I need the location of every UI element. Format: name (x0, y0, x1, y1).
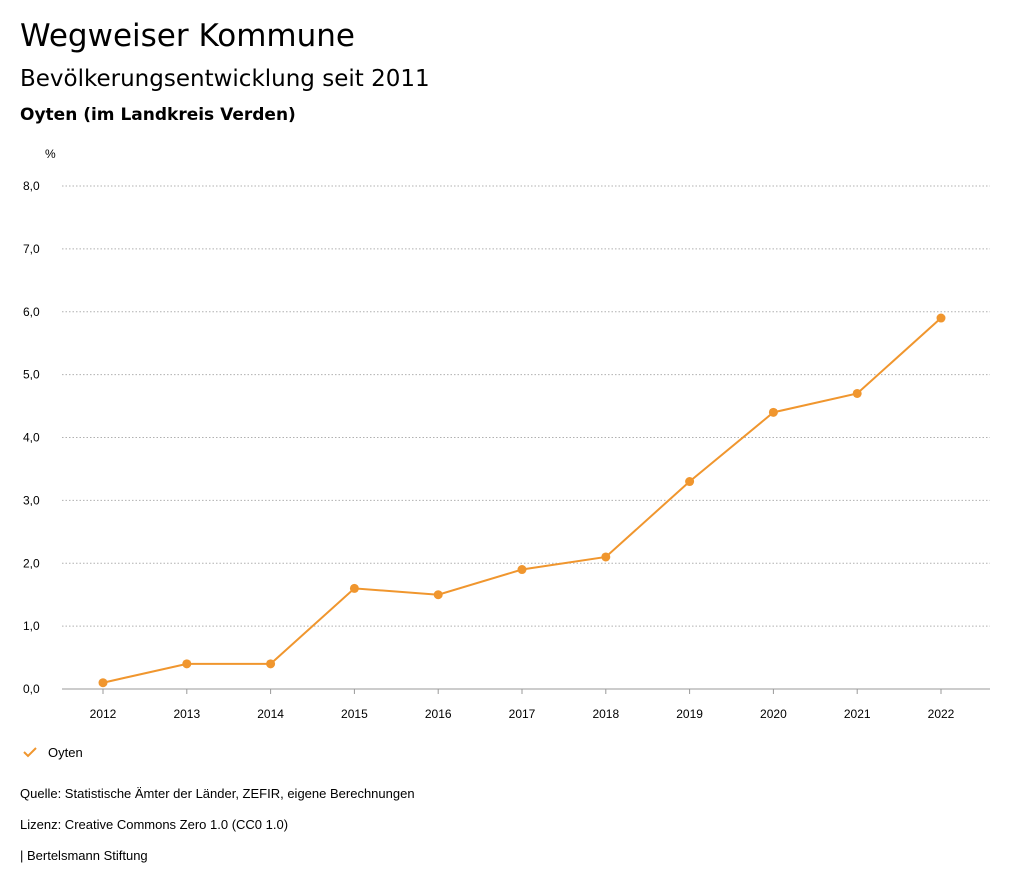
data-point (433, 590, 443, 600)
checkmark-icon (23, 747, 37, 758)
chart-title: Wegweiser Kommune (20, 18, 355, 54)
data-point (98, 678, 108, 688)
data-point (266, 659, 276, 669)
x-tick-label: 2020 (760, 707, 787, 721)
y-tick-label: 1,0 (23, 619, 40, 633)
organization-text: | Bertelsmann Stiftung (20, 848, 148, 863)
line-chart: % 0,0 1,0 2,0 3,0 4,0 5,0 6,0 7,0 8,0 2012 2013 2014… (23, 147, 990, 721)
x-tick-label: 2017 (509, 707, 536, 721)
data-point (601, 552, 611, 562)
x-tick-label: 2016 (425, 707, 452, 721)
y-axis-unit-label: % (45, 147, 56, 161)
y-tick-label: 5,0 (23, 368, 40, 382)
source-text: Quelle: Statistische Ämter der Länder, Z… (20, 786, 415, 801)
data-point (517, 565, 527, 575)
data-point (685, 477, 695, 487)
y-tick-label: 8,0 (23, 179, 40, 193)
data-point (768, 407, 778, 417)
x-tick-label: 2013 (173, 707, 200, 721)
y-tick-label: 2,0 (23, 556, 40, 570)
y-tick-label: 0,0 (23, 682, 40, 696)
x-tick-label: 2012 (90, 707, 117, 721)
license-text: Lizenz: Creative Commons Zero 1.0 (CC0 1… (20, 817, 289, 832)
x-tick-label: 2018 (592, 707, 619, 721)
legend[interactable]: Oyten (22, 744, 83, 760)
data-point (852, 388, 862, 398)
x-tick-label: 2022 (928, 707, 955, 721)
x-tick-label: 2014 (257, 707, 284, 721)
x-tick-label: 2021 (844, 707, 871, 721)
data-point (182, 659, 192, 669)
data-point (936, 313, 946, 323)
x-tick-label: 2019 (676, 707, 703, 721)
y-tick-label: 7,0 (23, 242, 40, 256)
x-tick-label: 2015 (341, 707, 368, 721)
y-tick-label: 4,0 (23, 431, 40, 445)
y-tick-label: 6,0 (23, 305, 40, 319)
y-tick-label: 3,0 (23, 493, 40, 507)
legend-item-oyten: Oyten (48, 744, 83, 760)
region-label: Oyten (im Landkreis Verden) (20, 105, 296, 125)
chart-subtitle: Bevölkerungsentwicklung seit 2011 (20, 66, 430, 92)
data-point (349, 583, 359, 593)
